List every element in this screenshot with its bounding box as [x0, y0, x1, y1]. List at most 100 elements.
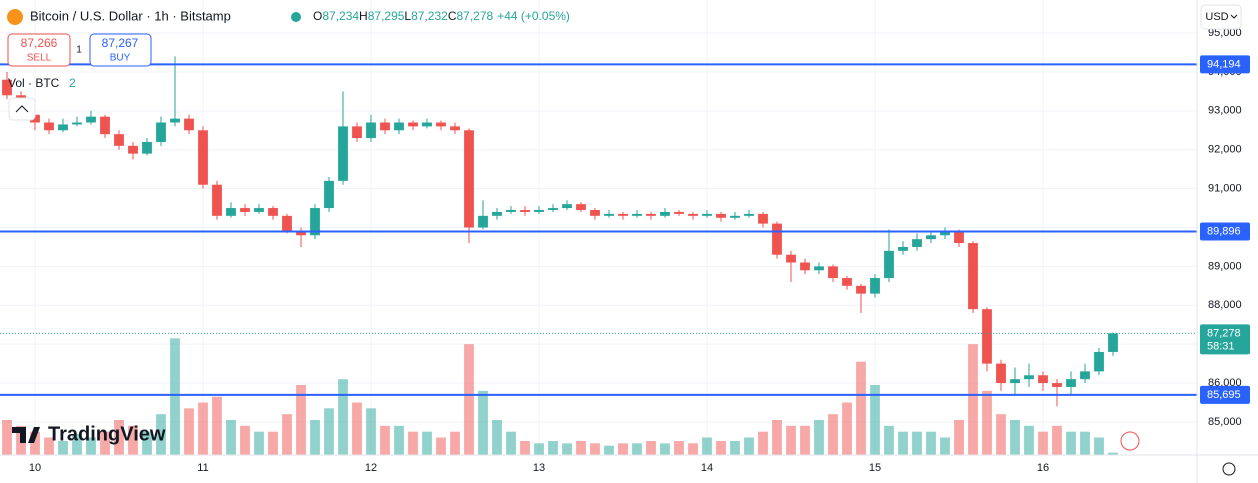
ohlc-key: C: [448, 9, 457, 23]
currency-button[interactable]: [1200, 4, 1242, 30]
x-tick-label: 11: [197, 462, 208, 474]
logo: TradingView: [48, 423, 166, 445]
volume-bar: [310, 420, 320, 455]
price-line-label: 89,896: [1207, 225, 1241, 237]
y-tick-label: 88,000: [1208, 299, 1242, 311]
candle-body: [632, 213, 642, 216]
volume-bar: [44, 437, 54, 455]
candle-body: [786, 254, 796, 263]
candle-body: [324, 180, 334, 209]
candle-body: [156, 122, 166, 142]
volume-bar: [324, 408, 334, 455]
volume-bar: [800, 425, 810, 455]
candle-body: [996, 363, 1006, 384]
ohlc-value: 87,232: [411, 9, 448, 23]
volume-bar: [268, 431, 278, 455]
volume-bar: [730, 441, 740, 455]
candle-body: [310, 208, 320, 236]
candle-body: [436, 122, 446, 127]
candle-body: [478, 215, 488, 228]
candle-body: [576, 204, 586, 210]
x-tick-label: 16: [1037, 462, 1049, 474]
buy-button[interactable]: [89, 33, 152, 67]
ohlc-key: O: [313, 9, 322, 23]
collapse-button[interactable]: [8, 97, 36, 121]
settings-icon[interactable]: [1222, 462, 1236, 476]
candle-body: [940, 231, 950, 236]
volume-bar: [884, 425, 894, 455]
candle-body: [968, 243, 978, 310]
candle-body: [58, 124, 68, 131]
last-price-tag: [1200, 324, 1250, 355]
candle-body: [1010, 379, 1020, 384]
candle-body: [618, 213, 628, 216]
status-dot: [291, 12, 301, 22]
volume-bar: [576, 441, 586, 455]
volume-bar: [604, 445, 614, 455]
volume-bar: [352, 402, 362, 455]
events-icon[interactable]: [1120, 431, 1140, 451]
volume-bar: [366, 408, 376, 455]
y-tick-label: 85,000: [1208, 416, 1242, 428]
candle-body: [604, 213, 614, 216]
y-tick-label: 89,000: [1208, 260, 1242, 272]
volume-bar: [436, 437, 446, 455]
countdown: 58:31: [1207, 340, 1235, 352]
volume-bar: [1080, 431, 1090, 455]
candle-body: [716, 213, 726, 218]
volume-bar: [856, 361, 866, 455]
candle-body: [1094, 351, 1104, 372]
volume-bar: [716, 441, 726, 455]
candle-body: [562, 204, 572, 209]
sell-button[interactable]: [7, 33, 71, 67]
x-tick-label: 10: [29, 462, 41, 474]
candle-body: [100, 116, 110, 135]
overlay-layer: [0, 63, 1197, 396]
volume-bar: [226, 420, 236, 455]
price-line-tag: [1200, 222, 1250, 241]
candle-body: [926, 235, 936, 240]
volume-bar: [632, 443, 642, 455]
candle-body: [1024, 375, 1034, 380]
volume-bar: [1052, 425, 1062, 455]
last-price-label: 87,278: [1207, 327, 1241, 339]
candle-body: [898, 246, 908, 251]
candle-body: [184, 118, 194, 131]
ohlc-legend: O87,234H87,295L87,232C87,278 +44 (+0.05%): [313, 9, 570, 23]
volume-bar: [1024, 425, 1034, 455]
volume-bar: [954, 420, 964, 455]
candle-body: [800, 262, 810, 271]
candle-body: [226, 208, 236, 216]
ohlc-key: L: [404, 9, 411, 23]
volume-bar: [184, 408, 194, 455]
candle-body: [730, 215, 740, 218]
candle-body: [492, 211, 502, 216]
volume-bar: [548, 441, 558, 455]
candle-body: [688, 213, 698, 216]
volume-bar: [772, 420, 782, 455]
volume-bar: [982, 390, 992, 455]
candle-body: [1052, 383, 1062, 387]
volume-bar: [646, 441, 656, 455]
axes: 85,00086,00087,00088,00089,00090,00091,0…: [29, 27, 1250, 474]
candle-body: [268, 208, 278, 216]
volume-bar: [898, 431, 908, 455]
volume-bar: [870, 385, 880, 455]
volume-bar: [562, 443, 572, 455]
volume-bar: [100, 431, 110, 455]
y-tick-label: 95,000: [1208, 27, 1242, 39]
candle-body: [842, 278, 852, 286]
volume-bar: [408, 431, 418, 455]
candle-body: [240, 208, 250, 212]
candle-body: [506, 210, 516, 212]
volume-bar: [590, 443, 600, 455]
volume-bar: [296, 385, 306, 455]
candle-body: [2, 79, 12, 96]
volume-bar: [660, 443, 670, 455]
volume-bar: [1108, 452, 1118, 455]
candle-body: [884, 250, 894, 279]
candle-body: [660, 211, 670, 216]
volume-layer: [2, 338, 1118, 455]
volume-bar: [1094, 437, 1104, 455]
candle-body: [198, 130, 208, 185]
